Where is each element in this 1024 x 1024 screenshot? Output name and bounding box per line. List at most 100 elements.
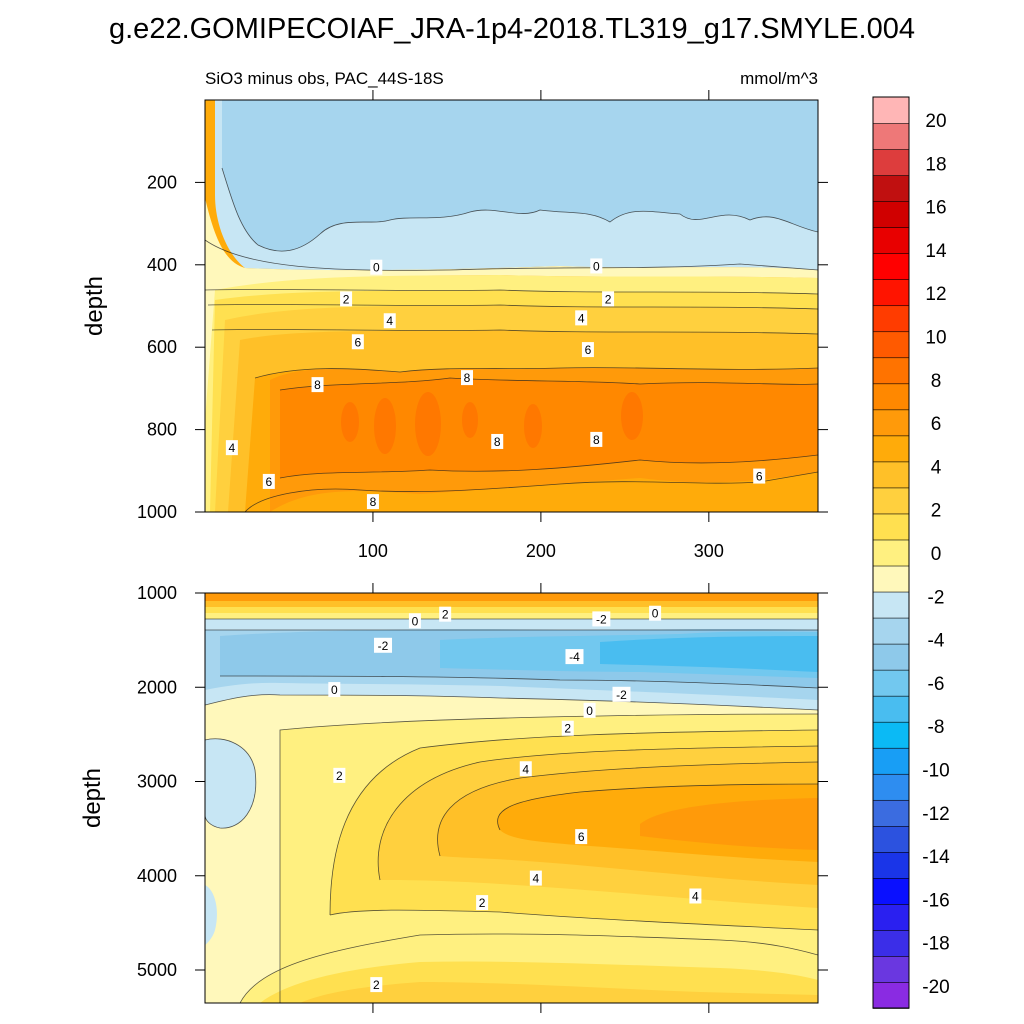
contour-label: 8: [311, 377, 324, 393]
contour-line: [207, 304, 818, 310]
colorbar-label: 10: [925, 328, 946, 349]
contour-label-text: 2: [336, 769, 343, 783]
colorbar-swatch: [872, 903, 910, 931]
colorbar-swatch: [872, 96, 910, 124]
contour-label-box: [561, 720, 574, 736]
contour-label-box: [590, 258, 603, 274]
contour-label: 2: [370, 977, 383, 993]
y-tick-label: 1000: [137, 502, 177, 522]
contour-label-text: 4: [386, 314, 393, 328]
bottom-y-axis-title: depth: [79, 768, 106, 828]
contour-label: 6: [575, 829, 588, 845]
colorbar-swatch: [872, 278, 910, 307]
contour-label-box: [333, 767, 346, 783]
y-tick-label: 800: [147, 420, 177, 440]
contour-label-box: [581, 342, 594, 358]
contour-label-box: [408, 613, 421, 629]
colorbar-label: -10: [922, 761, 949, 782]
contour-label: 8: [590, 431, 603, 447]
colorbar-label: 2: [931, 501, 942, 522]
contour-label-box: [439, 606, 452, 622]
colorbar-label: 14: [925, 241, 947, 262]
colorbar-swatch: [872, 981, 910, 1009]
contour-label-box: [592, 611, 611, 627]
bottom-plot-frame: [204, 592, 819, 1004]
colorbar-label: 6: [931, 414, 942, 435]
contour-label-box: [340, 291, 353, 307]
contour-label-box: [529, 870, 542, 886]
contour-label-text: 2: [564, 722, 571, 736]
top-band-5: [205, 304, 818, 512]
contour-label-box: [476, 895, 489, 911]
contour-label-text: 2: [343, 292, 350, 306]
y-tick-label: 1000: [137, 583, 177, 603]
contour-label-box: [575, 310, 588, 326]
contour-label-text: 0: [373, 261, 380, 275]
contour-label: 2: [333, 767, 346, 783]
contour-label-text: 0: [331, 683, 338, 697]
contour-label-text: 2: [605, 292, 612, 306]
x-tick-label: 300: [694, 541, 724, 561]
y-tick-label: 4000: [137, 866, 177, 886]
contour-label: 4: [383, 313, 396, 329]
contour-label: 0: [590, 258, 603, 274]
top-panel: 200 400 600 800 1000 100 200 300 0 0 2 2 4 4 6 6 8 8 8 8 4…: [81, 69, 828, 561]
colorbar-swatch: [872, 200, 910, 228]
main-title: g.e22.GOMIPECOIAF_JRA-1p4-2018.TL319_g17…: [109, 13, 915, 45]
bottom-left-blue-small: [205, 885, 217, 945]
contour-label-text: 6: [354, 335, 361, 349]
contour-label-text: 4: [533, 872, 540, 886]
contour-label-text: 2: [479, 896, 486, 910]
hotspot: [524, 404, 542, 448]
y-tick-label: 600: [147, 337, 177, 357]
bottom-deep-band-3: [300, 982, 818, 1003]
top-y-axis-title: depth: [81, 276, 108, 336]
bottom-top-paleyellow: [205, 613, 818, 619]
contour-label-text: 8: [494, 435, 501, 449]
contour-label-text: 0: [593, 259, 600, 273]
colorbar-label: -2: [928, 587, 945, 608]
contour-label: 4: [529, 870, 542, 886]
colorbar-swatch: [872, 617, 910, 645]
colorbar-swatch: [872, 773, 910, 801]
bottom-x-axis: [372, 583, 710, 1013]
bottom-neg-deepest: [600, 636, 818, 672]
y-tick-label: 400: [147, 255, 177, 275]
contour-label: 2: [602, 291, 615, 307]
contour-label: 8: [491, 433, 504, 449]
colorbar-label: 12: [925, 284, 946, 305]
contour-label-text: 4: [522, 762, 529, 776]
colorbar-swatch: [872, 669, 910, 697]
top-hotspots: [341, 392, 643, 456]
contour-label-box: [383, 313, 396, 329]
contour-label: 4: [575, 310, 588, 326]
contour-label-text: 4: [692, 889, 699, 903]
contour-label-text: 6: [578, 830, 585, 844]
top-band-neg-mid: [222, 100, 818, 252]
contour-line: [239, 933, 818, 1003]
contour-label: -2: [374, 637, 393, 653]
colorbar-label: 8: [931, 371, 942, 392]
top-heatmap: [205, 100, 818, 512]
contour-label-text: 6: [585, 343, 592, 357]
colorbar-swatch: [872, 252, 910, 281]
hotspot: [374, 398, 396, 454]
colorbar-frame: [872, 96, 910, 1009]
colorbar-label: -6: [928, 674, 945, 695]
colorbar-label: -18: [922, 934, 949, 955]
contour-label: 0: [649, 605, 662, 621]
colorbar-label: 18: [925, 154, 946, 175]
bottom-top-orange: [205, 593, 818, 601]
colorbar-label: 0: [931, 544, 942, 565]
x-tick-label: 200: [526, 541, 556, 561]
colorbar-swatch: [872, 929, 910, 957]
contour-label-box: [370, 977, 383, 993]
contour-label: 0: [408, 613, 421, 629]
top-panel-units: mmol/m^3: [740, 69, 818, 88]
contour-label: 0: [583, 702, 596, 718]
contour-label-box: [491, 433, 504, 449]
contour-line: [219, 675, 818, 689]
contour-label-box: [225, 440, 238, 456]
contour-label-box: [602, 291, 615, 307]
colorbar-swatch: [872, 565, 910, 593]
